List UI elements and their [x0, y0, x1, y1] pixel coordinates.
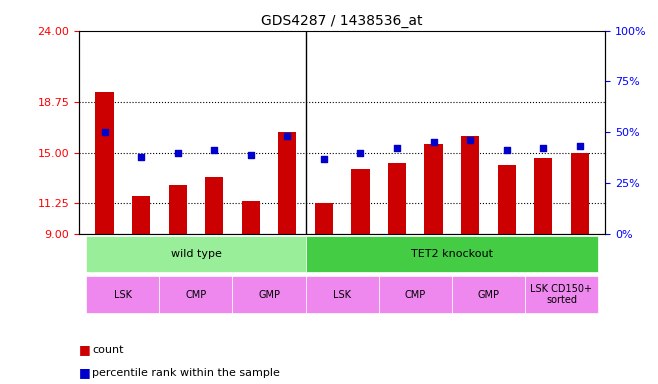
Bar	[168, 185, 187, 234]
Bar	[351, 169, 370, 234]
Text: CMP: CMP	[186, 290, 207, 300]
Text: count: count	[92, 345, 124, 355]
Point	[136, 154, 146, 160]
Bar	[95, 92, 114, 234]
Point	[318, 156, 329, 162]
Point	[574, 143, 585, 149]
Text: percentile rank within the sample: percentile rank within the sample	[92, 368, 280, 378]
Point	[501, 147, 512, 154]
Bar	[278, 132, 297, 234]
Text: LSK: LSK	[114, 290, 132, 300]
Bar	[570, 152, 589, 234]
Point	[428, 139, 439, 146]
Text: GMP: GMP	[258, 290, 280, 300]
Bar	[205, 177, 223, 234]
Point	[538, 146, 549, 152]
Text: ■: ■	[79, 343, 91, 356]
Point	[355, 149, 366, 156]
Bar	[424, 144, 443, 234]
Point	[465, 137, 475, 143]
Text: wild type: wild type	[170, 249, 221, 259]
Point	[282, 133, 293, 139]
FancyBboxPatch shape	[379, 276, 452, 313]
Point	[392, 146, 402, 152]
Text: LSK: LSK	[333, 290, 351, 300]
FancyBboxPatch shape	[86, 236, 305, 272]
Text: ■: ■	[79, 366, 91, 379]
Bar	[241, 201, 260, 234]
FancyBboxPatch shape	[159, 276, 232, 313]
FancyBboxPatch shape	[525, 276, 598, 313]
FancyBboxPatch shape	[232, 276, 305, 313]
Point	[245, 151, 256, 157]
Bar	[132, 196, 150, 234]
Text: LSK CD150+
sorted: LSK CD150+ sorted	[530, 284, 592, 305]
Bar	[461, 136, 479, 234]
Bar	[315, 203, 333, 234]
Text: CMP: CMP	[405, 290, 426, 300]
FancyBboxPatch shape	[452, 276, 525, 313]
FancyBboxPatch shape	[305, 236, 598, 272]
Title: GDS4287 / 1438536_at: GDS4287 / 1438536_at	[261, 14, 423, 28]
Point	[172, 149, 183, 156]
Bar	[388, 163, 406, 234]
Text: GMP: GMP	[478, 290, 499, 300]
Bar	[497, 165, 516, 234]
Bar	[534, 158, 552, 234]
Point	[99, 129, 110, 135]
FancyBboxPatch shape	[305, 276, 379, 313]
Point	[209, 147, 220, 154]
FancyBboxPatch shape	[86, 276, 159, 313]
Text: TET2 knockout: TET2 knockout	[411, 249, 493, 259]
